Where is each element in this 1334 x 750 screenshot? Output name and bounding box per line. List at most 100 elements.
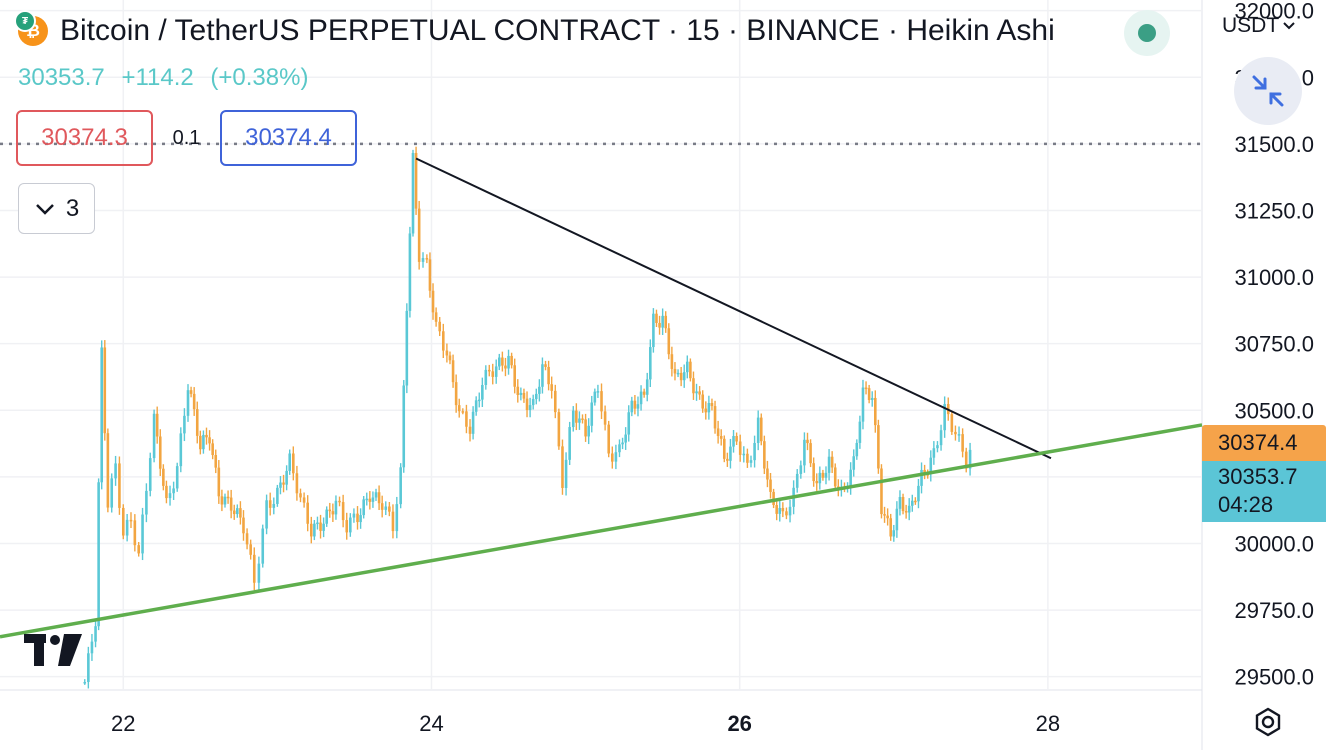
candle-body xyxy=(377,492,381,504)
candle-body xyxy=(749,460,753,463)
candle-body xyxy=(288,453,292,471)
candle-body xyxy=(735,436,738,442)
candle-body xyxy=(477,399,481,402)
candle-body xyxy=(624,434,627,443)
candle-body xyxy=(325,509,328,524)
candle-body xyxy=(943,404,946,431)
market-status-icon[interactable] xyxy=(1124,10,1170,56)
candle-body xyxy=(341,502,345,521)
candle-body xyxy=(268,500,272,508)
price-change: +114.2 xyxy=(121,64,194,91)
candle-body xyxy=(746,453,749,463)
buy-button[interactable]: 30374.4 xyxy=(220,110,357,166)
candle-body xyxy=(328,509,332,512)
candle-body xyxy=(861,387,865,422)
candle-body xyxy=(596,391,600,393)
candle-body xyxy=(578,418,581,423)
x-tick-label: 26 xyxy=(727,711,751,736)
candle-body xyxy=(901,497,905,512)
candle-body xyxy=(590,402,594,426)
candle-body xyxy=(667,328,671,355)
candle-body xyxy=(939,430,943,446)
candle-body xyxy=(633,400,637,409)
candle-body xyxy=(428,259,432,291)
candle-body xyxy=(827,456,831,473)
candle-body xyxy=(211,443,214,456)
y-tick-label: 29750.0 xyxy=(1234,598,1314,623)
x-tick-label: 24 xyxy=(419,711,443,736)
candle-body xyxy=(679,372,683,381)
candle-body xyxy=(833,467,837,487)
candle-body xyxy=(189,390,193,394)
y-tick-label: 31250.0 xyxy=(1234,198,1314,223)
chevron-down-icon xyxy=(35,203,54,215)
candle-body xyxy=(695,391,698,394)
candle-body xyxy=(236,508,239,515)
candle-body xyxy=(501,357,504,366)
candle-body xyxy=(338,500,341,503)
resistance-trendline[interactable] xyxy=(415,157,1052,460)
candle-body xyxy=(581,418,584,421)
candle-body xyxy=(137,545,140,554)
bar-countdown: 04:28 xyxy=(1218,492,1274,517)
candle-body xyxy=(525,398,529,410)
candle-body xyxy=(950,414,954,432)
candle-body xyxy=(306,502,309,524)
candle-body xyxy=(652,313,655,348)
candle-body xyxy=(864,387,868,390)
candle-body xyxy=(368,498,372,502)
indicators-toggle-button[interactable]: 3 xyxy=(18,183,95,234)
y-tick-label: 29500.0 xyxy=(1234,665,1314,690)
time-axis[interactable]: 22 24 26 28 xyxy=(111,711,1060,736)
candle-body xyxy=(229,497,233,511)
candle-body xyxy=(402,385,406,468)
candle-body xyxy=(457,405,461,412)
candle-body xyxy=(282,482,285,485)
candle-body xyxy=(391,511,395,532)
candle-body xyxy=(232,510,236,515)
indicator-count: 3 xyxy=(65,194,80,222)
candle-body xyxy=(886,515,889,519)
candle-body xyxy=(414,152,418,209)
candle-body xyxy=(531,399,535,406)
tether-badge: ₮ xyxy=(14,10,36,32)
candle-body xyxy=(519,392,523,395)
candle-body xyxy=(756,417,760,443)
candle-body xyxy=(824,472,828,478)
candle-body xyxy=(719,436,723,439)
sell-button[interactable]: 30374.3 xyxy=(16,110,153,166)
minimize-button[interactable] xyxy=(1234,57,1302,125)
candle-body xyxy=(701,394,705,409)
candle-body xyxy=(910,500,914,506)
candle-body xyxy=(713,406,717,429)
candle-body xyxy=(618,444,621,453)
candle-body xyxy=(331,511,335,515)
candle-body xyxy=(97,482,100,627)
candle-body xyxy=(442,331,445,351)
candle-body xyxy=(547,366,550,385)
candle-body xyxy=(722,438,726,459)
candle-body xyxy=(239,508,242,518)
x-tick-label: 22 xyxy=(111,711,135,736)
candle-body xyxy=(316,522,319,525)
symbol-title[interactable]: Bitcoin / TetherUS PERPETUAL CONTRACT · … xyxy=(60,14,1055,47)
candle-body xyxy=(818,472,822,484)
support-trendline[interactable] xyxy=(0,423,1203,639)
candle-body xyxy=(914,500,917,503)
candle-body xyxy=(732,436,735,447)
candle-body xyxy=(621,442,624,445)
candle-body xyxy=(907,505,911,513)
candle-body xyxy=(349,517,352,533)
candle-body xyxy=(276,487,279,504)
candle-body xyxy=(561,446,564,488)
currency-selector[interactable]: USDT xyxy=(1222,14,1295,38)
symbol-header[interactable]: ₿ ₮ Bitcoin / TetherUS PERPETUAL CONTRAC… xyxy=(14,10,1055,48)
candle-body xyxy=(874,397,877,426)
candle-body xyxy=(738,441,742,455)
candle-body xyxy=(186,390,190,416)
candle-body xyxy=(202,434,205,450)
settings-gear-icon[interactable] xyxy=(1252,706,1284,738)
candle-body xyxy=(968,449,972,469)
trendlines[interactable] xyxy=(0,157,1203,639)
